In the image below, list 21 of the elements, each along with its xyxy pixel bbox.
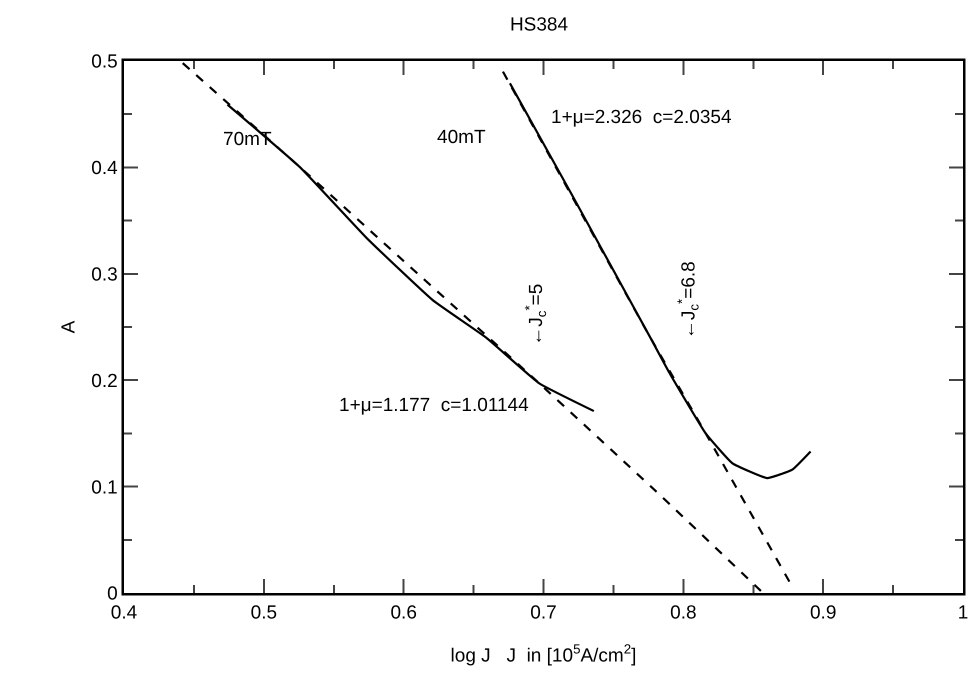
y-tick-label: 0.1 — [91, 477, 118, 498]
text: 40mT — [437, 127, 486, 148]
x-tick-label: 0.5 — [250, 602, 278, 624]
annotation: 1+μ=1.177 c=1.01144 — [339, 395, 530, 416]
y-tick-label: 0.5 — [91, 52, 118, 73]
x-tick-label: 0.8 — [670, 602, 697, 624]
y-tick-label: 0.2 — [91, 370, 118, 392]
x-tick-label: 1 — [958, 602, 968, 624]
x-tick-label: 0.4 — [110, 602, 138, 624]
chart-title: HS384 — [510, 14, 568, 36]
annotation: 1+μ=2.326 c=2.0354 — [551, 107, 732, 128]
line-series — [182, 62, 764, 593]
x-tick-label: 0.9 — [810, 602, 836, 624]
y-tick-label: 0.3 — [91, 264, 118, 286]
y-tick-label: 0 — [107, 584, 118, 605]
x-axis-title: log J J in [10$^{5}$A/cm$^{2}$] — [450, 642, 636, 666]
series-label: 70mT — [223, 129, 272, 150]
y-tick-label: 0.4 — [91, 158, 118, 180]
x-tick-label: 0.6 — [390, 602, 417, 624]
y-axis-title: A — [58, 320, 80, 334]
x-tick-label: 0.7 — [530, 602, 557, 624]
